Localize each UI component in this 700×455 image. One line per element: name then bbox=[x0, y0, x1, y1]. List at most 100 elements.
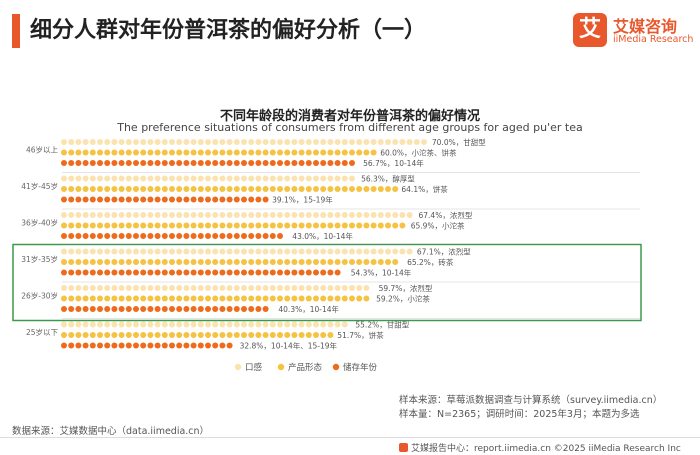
data-dot bbox=[334, 186, 341, 192]
data-dot bbox=[320, 269, 327, 276]
data-dot bbox=[125, 269, 132, 276]
data-dot bbox=[68, 342, 75, 349]
data-dot bbox=[125, 285, 132, 291]
data-dot bbox=[341, 248, 348, 255]
data-dot bbox=[111, 160, 118, 166]
data-dot bbox=[291, 269, 298, 276]
data-dot bbox=[320, 175, 327, 182]
data-dot bbox=[327, 295, 334, 302]
data-dot bbox=[133, 175, 139, 182]
data-dot bbox=[291, 212, 298, 218]
data-dot bbox=[298, 175, 305, 182]
data-dot bbox=[241, 285, 247, 291]
data-dot bbox=[190, 306, 197, 312]
data-dot bbox=[363, 212, 370, 218]
data-source-note: 数据来源：艾媒数据中心（data.iimedia.cn） bbox=[12, 426, 210, 437]
data-dot bbox=[68, 212, 75, 218]
data-dot bbox=[154, 149, 161, 156]
data-dot bbox=[147, 222, 154, 229]
data-dot bbox=[269, 259, 276, 265]
data-dot bbox=[334, 269, 341, 276]
data-dot bbox=[313, 321, 319, 328]
data-dot bbox=[154, 342, 161, 349]
data-dot bbox=[226, 306, 233, 312]
data-dot bbox=[205, 295, 211, 302]
data-dot bbox=[226, 332, 233, 338]
data-dot bbox=[385, 259, 391, 265]
data-dot bbox=[269, 321, 276, 328]
data-dot bbox=[219, 306, 226, 312]
data-dot bbox=[197, 248, 204, 255]
data-dot bbox=[241, 321, 247, 328]
data-dot bbox=[75, 248, 82, 255]
data-dot bbox=[226, 259, 233, 265]
data-dot bbox=[111, 222, 118, 229]
data-dot bbox=[197, 222, 204, 229]
data-dot bbox=[385, 212, 391, 218]
data-dot bbox=[219, 186, 226, 192]
data-dot bbox=[190, 186, 197, 192]
data-dot bbox=[197, 175, 204, 182]
data-dot bbox=[341, 285, 348, 291]
data-dot bbox=[154, 222, 161, 229]
data-dot bbox=[334, 149, 341, 156]
data-dot bbox=[75, 160, 82, 166]
data-dot bbox=[61, 285, 67, 291]
data-dot bbox=[147, 212, 154, 218]
data-dot bbox=[125, 139, 132, 145]
data-dot bbox=[298, 269, 305, 276]
data-dot bbox=[104, 306, 111, 312]
data-dot bbox=[327, 269, 334, 276]
data-dot bbox=[205, 332, 211, 338]
data-dot bbox=[241, 139, 247, 145]
data-dot bbox=[82, 332, 89, 338]
data-dot bbox=[233, 196, 240, 203]
data-dot bbox=[392, 259, 399, 265]
data-dot bbox=[97, 342, 103, 349]
data-dot bbox=[313, 269, 319, 276]
data-dot bbox=[61, 233, 67, 239]
data-dot bbox=[226, 285, 233, 291]
data-dot bbox=[241, 222, 247, 229]
data-dot bbox=[176, 233, 183, 239]
data-dot bbox=[190, 222, 197, 229]
data-dot bbox=[147, 196, 154, 203]
data-dot bbox=[313, 332, 319, 338]
data-dot bbox=[370, 222, 377, 229]
data-dot bbox=[161, 186, 168, 192]
data-dot bbox=[377, 186, 384, 192]
data-dot bbox=[133, 269, 139, 276]
data-dot bbox=[97, 306, 103, 312]
data-dot bbox=[205, 149, 211, 156]
data-label: 59.7%，浓烈型 bbox=[379, 284, 433, 293]
data-dot bbox=[82, 269, 89, 276]
data-dot bbox=[82, 139, 89, 145]
data-dot bbox=[327, 222, 334, 229]
data-dot bbox=[133, 160, 139, 166]
data-dot bbox=[233, 332, 240, 338]
data-dot bbox=[75, 186, 82, 192]
data-dot bbox=[111, 342, 118, 349]
data-dot bbox=[255, 160, 262, 166]
data-dot bbox=[118, 306, 125, 312]
data-dot bbox=[262, 196, 269, 203]
data-dot bbox=[341, 321, 348, 328]
data-dot bbox=[190, 285, 197, 291]
data-dot bbox=[226, 269, 233, 276]
data-dot bbox=[233, 259, 240, 265]
data-dot bbox=[241, 332, 247, 338]
data-dot bbox=[269, 149, 276, 156]
data-dot bbox=[183, 306, 190, 312]
data-dot bbox=[61, 196, 67, 203]
data-dot bbox=[176, 139, 183, 145]
brand-logo[interactable]: 艾 艾媒咨询 iiMedia Research bbox=[573, 11, 693, 53]
data-dot bbox=[269, 248, 276, 255]
data-dot bbox=[291, 332, 298, 338]
data-dot bbox=[226, 248, 233, 255]
data-dot bbox=[327, 259, 334, 265]
data-dot bbox=[226, 233, 233, 239]
data-dot bbox=[111, 332, 118, 338]
data-dot bbox=[183, 212, 190, 218]
data-dot bbox=[255, 321, 262, 328]
data-dot bbox=[305, 212, 312, 218]
